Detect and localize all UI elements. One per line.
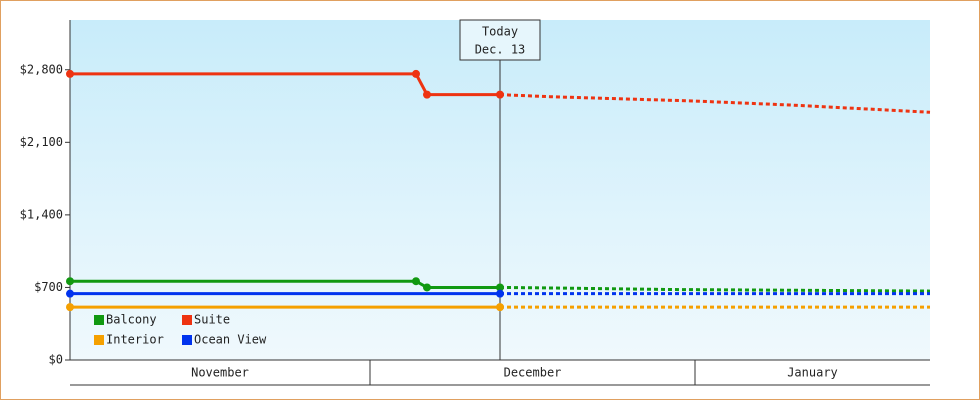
series-line bbox=[70, 279, 500, 289]
today-label: Dec. 13 bbox=[475, 43, 526, 57]
y-tick-label: $2,800 bbox=[20, 62, 63, 76]
y-tick-label: $700 bbox=[34, 280, 63, 294]
legend-label: Balcony bbox=[106, 313, 157, 327]
point bbox=[423, 283, 431, 292]
today-box bbox=[459, 19, 541, 61]
forecast-line bbox=[499, 93, 931, 114]
legend-label: Ocean View bbox=[194, 333, 267, 347]
point bbox=[423, 90, 431, 99]
legend-swatch bbox=[94, 315, 104, 325]
month-label: January bbox=[787, 366, 838, 380]
point bbox=[496, 90, 504, 99]
point bbox=[496, 283, 504, 292]
point bbox=[496, 289, 504, 298]
month-label: December bbox=[504, 366, 562, 380]
point bbox=[66, 289, 74, 298]
legend-label: Interior bbox=[106, 333, 164, 347]
legend-swatch bbox=[182, 315, 192, 325]
series-line bbox=[70, 72, 500, 97]
point bbox=[412, 277, 420, 286]
point bbox=[66, 69, 74, 78]
point bbox=[66, 277, 74, 286]
today-label: Today bbox=[482, 25, 518, 39]
legend-swatch bbox=[94, 335, 104, 345]
month-label: November bbox=[191, 366, 249, 380]
y-tick-label: $1,400 bbox=[20, 207, 63, 221]
point bbox=[66, 303, 74, 312]
y-tick-label: $2,100 bbox=[20, 135, 63, 149]
legend-swatch bbox=[182, 335, 192, 345]
y-tick-label: $0 bbox=[49, 353, 63, 367]
legend-label: Suite bbox=[194, 313, 230, 327]
point bbox=[496, 303, 504, 312]
point bbox=[412, 69, 420, 78]
